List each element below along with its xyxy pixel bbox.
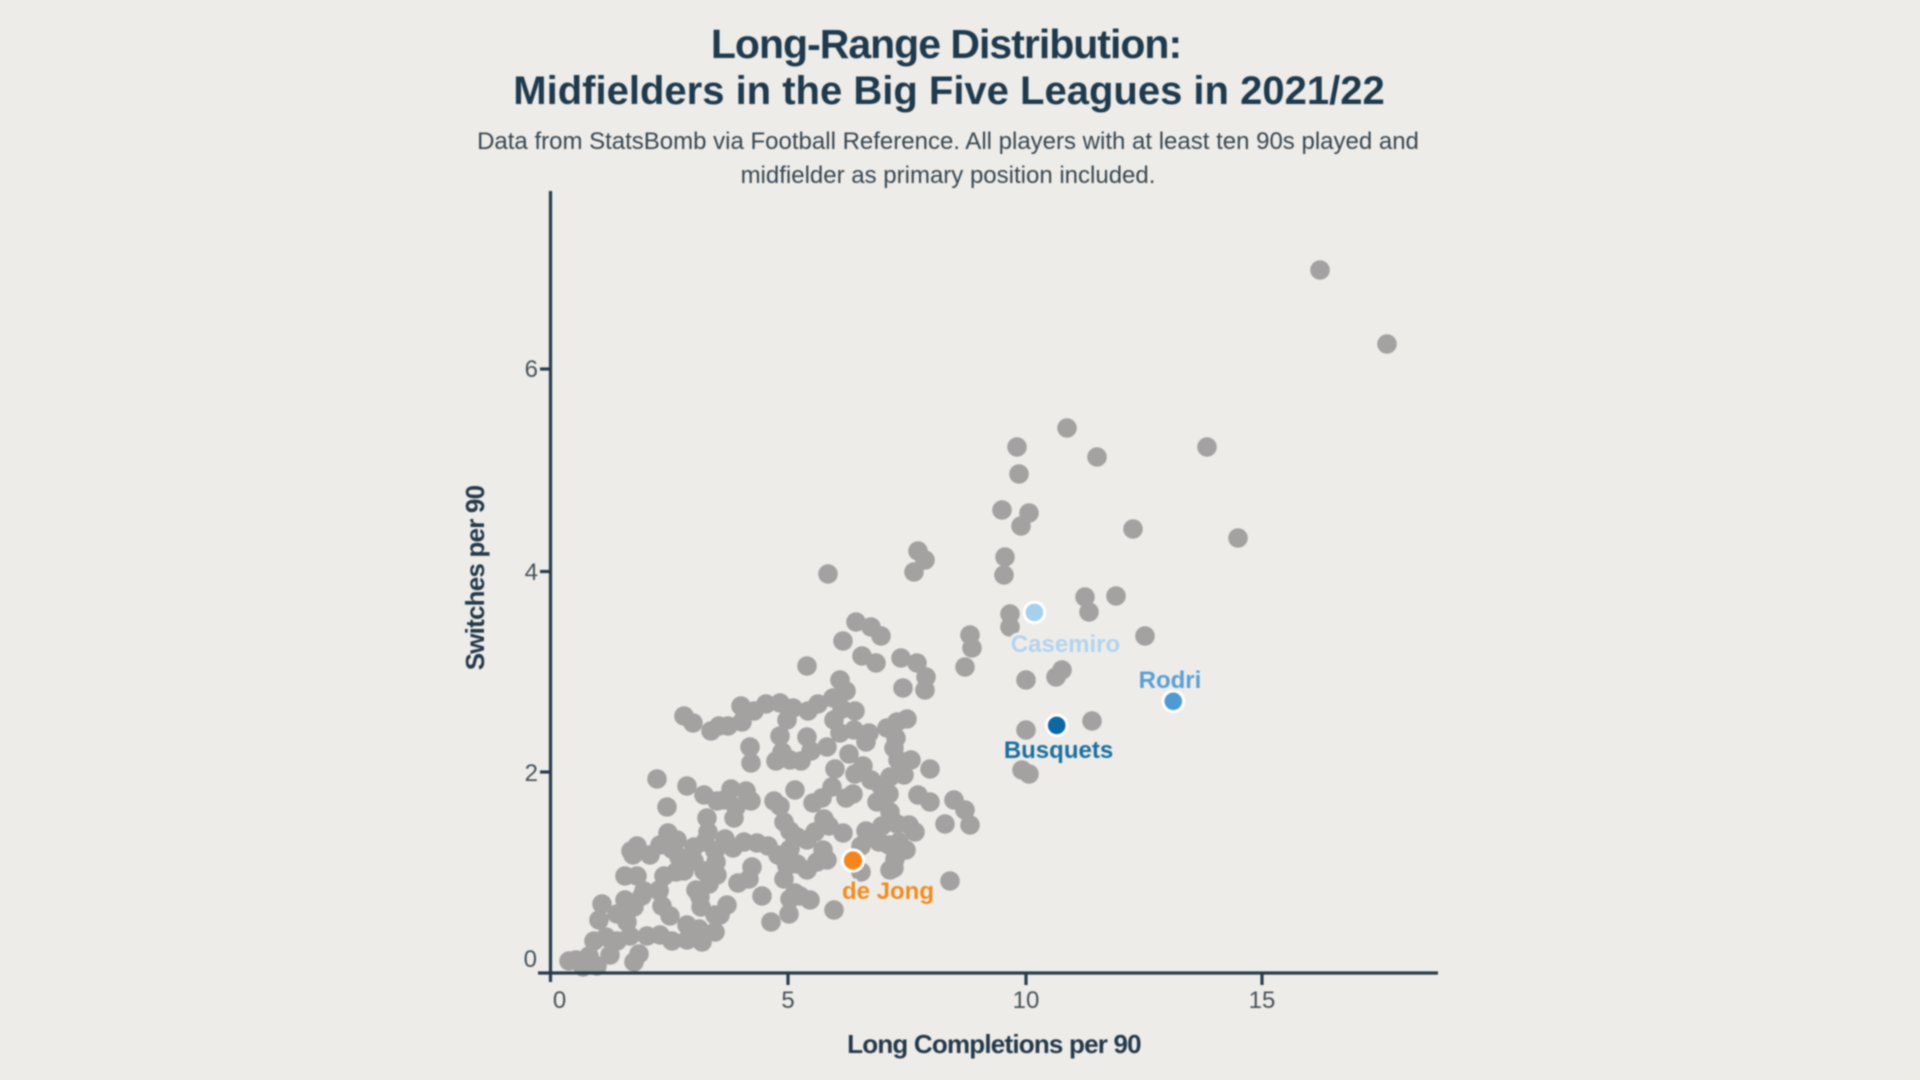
svg-text:Long Completions per 90: Long Completions per 90 bbox=[847, 1029, 1141, 1059]
svg-text:Rodri: Rodri bbox=[1139, 667, 1202, 694]
svg-text:Midfielders in the Big Five Le: Midfielders in the Big Five Leagues in 2… bbox=[513, 69, 1384, 113]
svg-text:Long-Range Distribution:: Long-Range Distribution: bbox=[711, 21, 1181, 67]
svg-text:0: 0 bbox=[553, 987, 566, 1014]
svg-text:10: 10 bbox=[1013, 987, 1040, 1014]
svg-text:de Jong: de Jong bbox=[842, 878, 934, 905]
svg-text:5: 5 bbox=[781, 987, 794, 1014]
svg-text:Casemiro: Casemiro bbox=[1011, 631, 1120, 658]
svg-text:2: 2 bbox=[525, 760, 538, 787]
svg-text:0: 0 bbox=[524, 946, 537, 973]
svg-text:Data from StatsBomb via Footba: Data from StatsBomb via Football Referen… bbox=[477, 128, 1419, 155]
svg-text:midfielder as primary position: midfielder as primary position included. bbox=[741, 162, 1156, 189]
svg-text:Switches per 90: Switches per 90 bbox=[460, 485, 490, 670]
svg-text:6: 6 bbox=[525, 356, 538, 383]
svg-text:Busquets: Busquets bbox=[1004, 737, 1113, 764]
svg-text:15: 15 bbox=[1249, 987, 1276, 1014]
svg-text:4: 4 bbox=[525, 559, 538, 586]
